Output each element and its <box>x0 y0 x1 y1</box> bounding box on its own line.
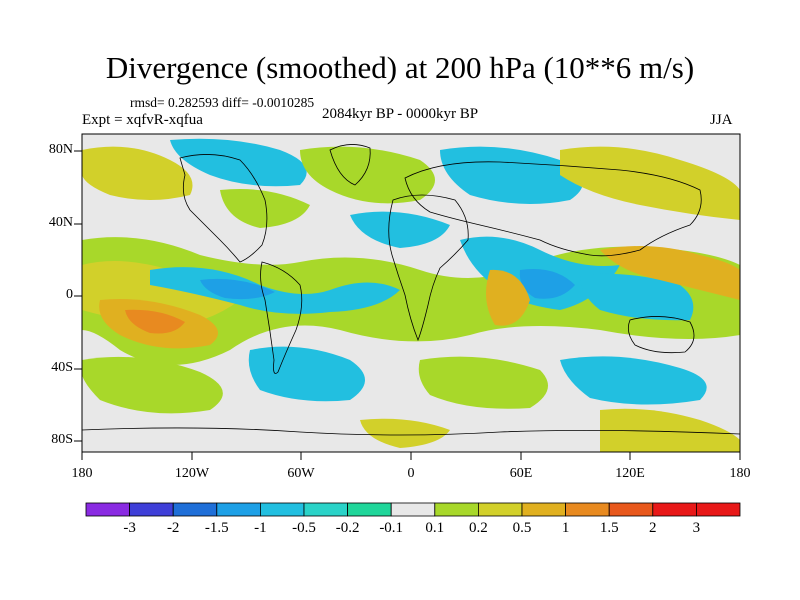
colorbar-label: 0.1 <box>425 520 445 536</box>
colorbar-label: -1 <box>254 520 267 536</box>
lat-label: 80S <box>51 432 73 447</box>
field-patch <box>248 346 365 402</box>
field-patch <box>125 309 185 334</box>
stats-text: rmsd= 0.282593 diff= -0.0010285 <box>130 95 315 110</box>
colorbar-swatch <box>129 502 174 517</box>
lon-label: 180 <box>729 466 751 481</box>
field-patch <box>486 269 530 326</box>
colorbar-swatch <box>477 502 523 517</box>
colorbar-swatch <box>390 502 436 517</box>
colorbar-label: 0.2 <box>469 520 488 536</box>
colorbar-label: 2 <box>649 520 657 536</box>
colorbar-swatch <box>85 502 130 517</box>
colorbar-label: -0.5 <box>292 520 316 536</box>
field-patch <box>560 356 707 405</box>
colorbar-swatch <box>216 502 261 517</box>
colorbar-swatch <box>172 502 218 517</box>
colorbar-label: -1.5 <box>204 520 229 536</box>
field-patch <box>580 273 694 321</box>
season-label: JJA <box>710 112 733 128</box>
colorbar-label: -0.1 <box>379 520 404 536</box>
colorbar-label: -0.2 <box>335 520 360 536</box>
lon-label: 0 <box>407 466 415 481</box>
lat-label: 80N <box>48 142 73 157</box>
field-patch <box>519 269 575 299</box>
colorbar-label: 0.5 <box>512 520 532 536</box>
field-patch <box>350 211 450 248</box>
experiment-label: Expt = xqfvR-xqfua <box>82 112 203 128</box>
colorbar-swatch <box>434 502 479 517</box>
field-patch <box>220 189 310 228</box>
colorbar-swatch <box>652 502 697 517</box>
map-field <box>82 134 740 452</box>
coastlines <box>82 144 740 436</box>
field-patch <box>600 246 740 300</box>
colorbar-swatch <box>521 502 566 517</box>
field-patch <box>418 356 548 409</box>
lat-label: 40S <box>51 360 73 375</box>
colorbar-label: 1.5 <box>599 520 619 536</box>
lon-label: 60E <box>509 466 533 481</box>
colorbar-swatch <box>565 502 610 517</box>
field-patch <box>150 267 400 314</box>
period-label: 2084kyr BP - 0000kyr BP <box>322 106 479 122</box>
colorbar-swatch <box>259 502 305 517</box>
colorbar-swatch <box>608 502 654 517</box>
colorbar <box>85 502 741 517</box>
colorbar-label: 1 <box>561 520 570 536</box>
colorbar-swatch <box>303 502 348 517</box>
field-patch <box>360 418 450 448</box>
axis-ticks <box>74 150 741 460</box>
colorbar-swatch <box>696 502 741 517</box>
colorbar-swatch <box>347 502 392 517</box>
colorbar-label: -2 <box>166 520 180 536</box>
field-patch <box>170 138 307 187</box>
field-patch <box>440 146 583 204</box>
lat-label: 40N <box>48 215 73 230</box>
lon-label: 60W <box>287 466 315 481</box>
colorbar-label: -3 <box>123 520 136 536</box>
lon-label: 120E <box>615 466 645 481</box>
colorbar-label: 3 <box>692 520 701 536</box>
field-patch <box>82 146 193 200</box>
field-patch <box>200 278 275 300</box>
lat-label: 0 <box>66 287 73 302</box>
field-patch <box>560 146 740 220</box>
field-patch <box>82 356 223 414</box>
field-patch <box>600 408 740 452</box>
map-title: Divergence (smoothed) at 200 hPa (10**6 … <box>105 50 695 85</box>
lon-label: 180 <box>71 466 93 481</box>
lon-label: 120W <box>174 466 210 481</box>
